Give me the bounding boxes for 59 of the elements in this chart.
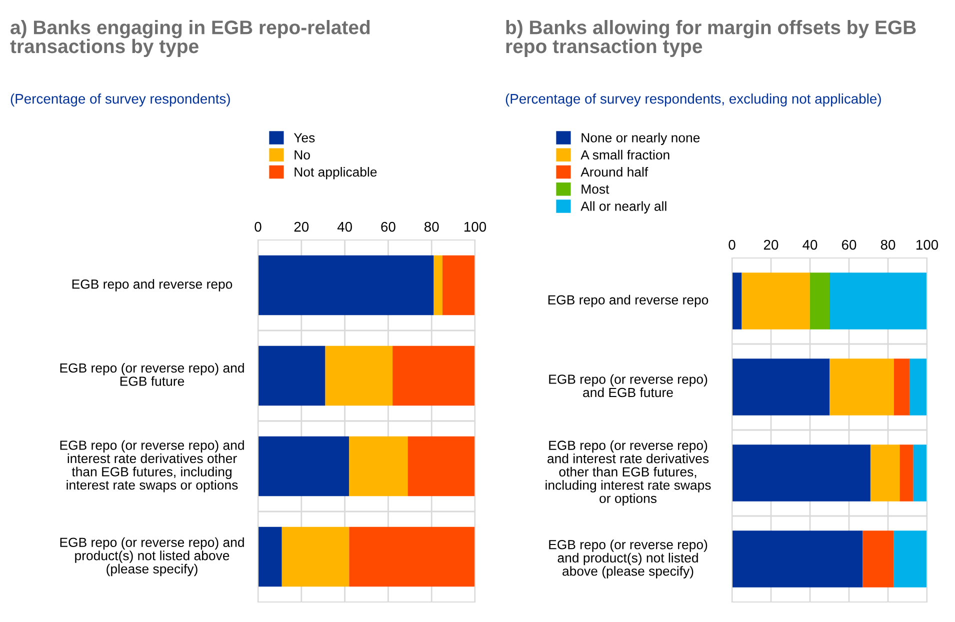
bar (325, 346, 393, 406)
x-tick-label: 40 (802, 240, 818, 250)
legend-label: A small fraction (580, 150, 670, 160)
chart-title: a) Banks engaging in EGB repo-related transactions by type (10, 20, 370, 58)
bar (830, 358, 894, 416)
legend-label: Around half (580, 166, 648, 177)
x-tick-label: 100 (464, 222, 486, 232)
bar (282, 526, 350, 587)
bar (870, 444, 900, 502)
bar (258, 255, 434, 316)
x-tick-label: 80 (424, 222, 439, 232)
bar (258, 526, 282, 587)
bar (258, 346, 326, 406)
x-tick-label: 20 (294, 222, 309, 232)
bar (732, 530, 863, 588)
x-tick-label: 100 (916, 240, 938, 250)
chart-subtitle: (Percentage of survey respondents, excluding not applicable) (506, 94, 881, 106)
bar (258, 436, 350, 496)
bar (810, 272, 830, 330)
y-tick-label: EGB repo (or reverse repo) and EGB future (549, 374, 708, 398)
bar (392, 346, 475, 406)
x-tick-label: 60 (381, 222, 396, 232)
bar (742, 272, 810, 330)
chart-title: b) Banks allowing for margin offsets by EGB repo transaction type (506, 20, 916, 58)
bar (349, 436, 408, 496)
bar (732, 272, 742, 330)
legend-label: Yes (294, 133, 315, 142)
bar (434, 255, 442, 316)
bar (732, 444, 870, 502)
y-tick-label: EGB repo (or reverse repo) and interest rate derivatives other than EGB futures, including interest rate swaps or options (60, 440, 244, 492)
bar (349, 526, 475, 587)
legend-label: None or nearly none (582, 132, 700, 146)
y-tick-label: EGB repo (or reverse repo) and product(s) not listed above (please specify) (60, 537, 244, 576)
bar (894, 358, 910, 416)
y-tick-label: EGB repo (or reverse repo) and interest rate derivatives other than EGB futures, including interest rate swaps or options (546, 440, 711, 506)
bar (900, 444, 914, 502)
legend-label: Not applicable (294, 166, 377, 180)
y-tick-label: EGB repo (or reverse repo) and EGB future (60, 362, 244, 386)
x-tick-label: 0 (728, 240, 736, 250)
x-tick-label: 20 (764, 240, 778, 250)
bar (830, 272, 927, 330)
bar (913, 444, 927, 502)
x-tick-label: 40 (337, 222, 352, 232)
bar (442, 255, 475, 316)
bar (408, 436, 475, 496)
bar (894, 530, 927, 588)
text: (Percentage of survey respondents) (10, 94, 230, 106)
y-tick-label: EGB repo and reverse repo (72, 279, 232, 292)
legend-label: All or nearly all (580, 201, 666, 214)
x-tick-label: 80 (880, 240, 896, 250)
bar (862, 530, 894, 588)
legend-label: No (294, 150, 310, 160)
x-tick-label: 60 (842, 240, 856, 250)
y-tick-label: EGB repo and reverse repo (548, 294, 708, 308)
bar (909, 358, 927, 416)
x-tick-label: 0 (254, 222, 262, 232)
bar (732, 358, 830, 416)
y-tick-label: EGB repo (or reverse repo) and product(s) not listed above (please specify) (549, 540, 708, 578)
legend-label: Most (582, 184, 610, 194)
